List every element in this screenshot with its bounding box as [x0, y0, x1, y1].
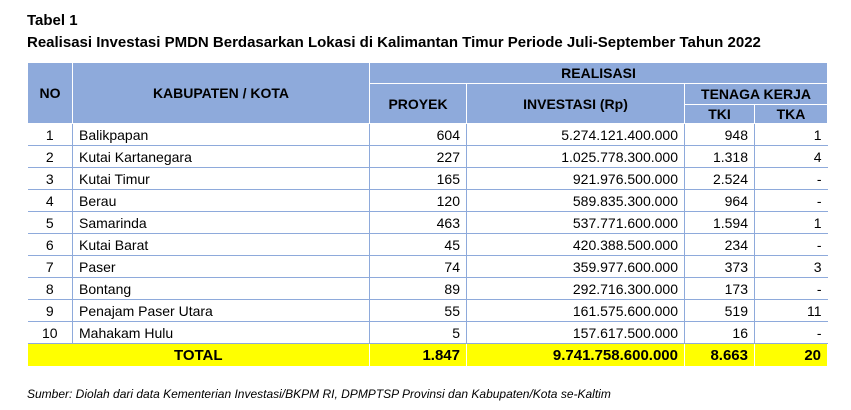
row-name: Balikpapan — [72, 123, 370, 146]
row-tka: 11 — [754, 299, 828, 322]
header-kabupaten: KABUPATEN / KOTA — [72, 62, 370, 124]
total-tki: 8.663 — [684, 343, 755, 366]
row-tki: 2.524 — [684, 167, 755, 190]
row-name: Mahakam Hulu — [72, 321, 370, 344]
row-name: Penajam Paser Utara — [72, 299, 370, 322]
row-proyek: 227 — [369, 145, 467, 168]
row-tka: 3 — [754, 255, 828, 278]
table-label: Tabel 1 — [27, 12, 78, 29]
row-no: 5 — [27, 211, 73, 234]
total-label: TOTAL — [27, 343, 370, 366]
table-row: 1 Balikpapan 604 5.274.121.400.000 948 1 — [27, 123, 828, 146]
header-tka: TKA — [754, 104, 828, 124]
row-name: Berau — [72, 189, 370, 212]
total-tka: 20 — [754, 343, 828, 366]
row-name: Bontang — [72, 277, 370, 300]
row-tka: 4 — [754, 145, 828, 168]
row-tki: 373 — [684, 255, 755, 278]
table-row: 4 Berau 120 589.835.300.000 964 - — [27, 189, 828, 212]
row-proyek: 463 — [369, 211, 467, 234]
total-proyek: 1.847 — [369, 343, 467, 366]
row-proyek: 604 — [369, 123, 467, 146]
row-tka: - — [754, 167, 828, 190]
row-no: 7 — [27, 255, 73, 278]
header-investasi: INVESTASI (Rp) — [466, 83, 685, 124]
row-tki: 234 — [684, 233, 755, 256]
table-row: 2 Kutai Kartanegara 227 1.025.778.300.00… — [27, 145, 828, 168]
row-name: Samarinda — [72, 211, 370, 234]
total-row: TOTAL 1.847 9.741.758.600.000 8.663 20 — [27, 343, 828, 366]
table-row: 5 Samarinda 463 537.771.600.000 1.594 1 — [27, 211, 828, 234]
row-investasi: 5.274.121.400.000 — [466, 123, 685, 146]
header-proyek: PROYEK — [369, 83, 467, 124]
row-tka: 1 — [754, 211, 828, 234]
row-investasi: 537.771.600.000 — [466, 211, 685, 234]
row-proyek: 5 — [369, 321, 467, 344]
total-investasi: 9.741.758.600.000 — [466, 343, 685, 366]
row-investasi: 589.835.300.000 — [466, 189, 685, 212]
source-note: Sumber: Diolah dari data Kementerian Inv… — [27, 387, 611, 401]
row-tka: 1 — [754, 123, 828, 146]
row-tka: - — [754, 321, 828, 344]
row-investasi: 921.976.500.000 — [466, 167, 685, 190]
row-tka: - — [754, 189, 828, 212]
table-row: 9 Penajam Paser Utara 55 161.575.600.000… — [27, 299, 828, 322]
row-tki: 16 — [684, 321, 755, 344]
row-tki: 173 — [684, 277, 755, 300]
table-title: Realisasi Investasi PMDN Berdasarkan Lok… — [27, 34, 761, 51]
row-investasi: 292.716.300.000 — [466, 277, 685, 300]
row-tki: 1.318 — [684, 145, 755, 168]
row-no: 4 — [27, 189, 73, 212]
row-tki: 948 — [684, 123, 755, 146]
investment-table: NO KABUPATEN / KOTA REALISASI PROYEK INV… — [27, 62, 828, 366]
header-tenaga-kerja: TENAGA KERJA — [684, 83, 828, 105]
row-investasi: 161.575.600.000 — [466, 299, 685, 322]
row-proyek: 55 — [369, 299, 467, 322]
row-name: Kutai Barat — [72, 233, 370, 256]
row-tki: 964 — [684, 189, 755, 212]
table-row: 3 Kutai Timur 165 921.976.500.000 2.524 … — [27, 167, 828, 190]
row-tki: 1.594 — [684, 211, 755, 234]
row-name: Kutai Timur — [72, 167, 370, 190]
row-investasi: 359.977.600.000 — [466, 255, 685, 278]
row-no: 9 — [27, 299, 73, 322]
row-name: Kutai Kartanegara — [72, 145, 370, 168]
row-investasi: 157.617.500.000 — [466, 321, 685, 344]
row-no: 3 — [27, 167, 73, 190]
row-name: Paser — [72, 255, 370, 278]
row-proyek: 45 — [369, 233, 467, 256]
row-no: 1 — [27, 123, 73, 146]
row-tka: - — [754, 233, 828, 256]
table-row: 6 Kutai Barat 45 420.388.500.000 234 - — [27, 233, 828, 256]
table-row: 8 Bontang 89 292.716.300.000 173 - — [27, 277, 828, 300]
row-investasi: 1.025.778.300.000 — [466, 145, 685, 168]
header-no: NO — [27, 62, 73, 124]
row-tka: - — [754, 277, 828, 300]
row-proyek: 74 — [369, 255, 467, 278]
header-realisasi: REALISASI — [369, 62, 828, 84]
header-tki: TKI — [684, 104, 755, 124]
row-no: 8 — [27, 277, 73, 300]
row-tki: 519 — [684, 299, 755, 322]
row-no: 2 — [27, 145, 73, 168]
row-no: 6 — [27, 233, 73, 256]
row-proyek: 165 — [369, 167, 467, 190]
table-row: 10 Mahakam Hulu 5 157.617.500.000 16 - — [27, 321, 828, 344]
row-proyek: 89 — [369, 277, 467, 300]
row-no: 10 — [27, 321, 73, 344]
row-investasi: 420.388.500.000 — [466, 233, 685, 256]
row-proyek: 120 — [369, 189, 467, 212]
table-row: 7 Paser 74 359.977.600.000 373 3 — [27, 255, 828, 278]
